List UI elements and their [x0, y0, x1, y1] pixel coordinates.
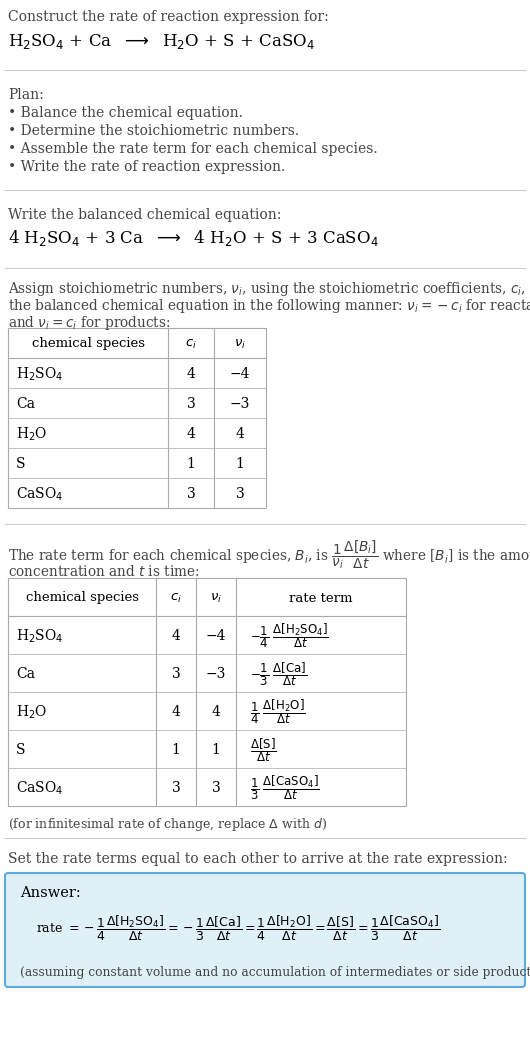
Text: H$_2$SO$_4$: H$_2$SO$_4$: [16, 366, 64, 382]
Text: 3: 3: [172, 782, 180, 795]
Text: rate term: rate term: [289, 592, 353, 604]
Text: • Write the rate of reaction expression.: • Write the rate of reaction expression.: [8, 160, 285, 174]
Text: chemical species: chemical species: [31, 338, 145, 350]
Text: Plan:: Plan:: [8, 88, 44, 102]
Text: −4: −4: [229, 367, 250, 381]
Text: 1: 1: [187, 457, 196, 471]
Text: 3: 3: [211, 782, 220, 795]
Text: 1: 1: [172, 743, 180, 756]
Text: CaSO$_4$: CaSO$_4$: [16, 486, 64, 502]
Text: Assign stoichiometric numbers, $\nu_i$, using the stoichiometric coefficients, $: Assign stoichiometric numbers, $\nu_i$, …: [8, 280, 530, 298]
Text: • Balance the chemical equation.: • Balance the chemical equation.: [8, 106, 243, 120]
Text: 3: 3: [236, 487, 244, 501]
Text: H$_2$O: H$_2$O: [16, 703, 47, 721]
Text: H$_2$SO$_4$: H$_2$SO$_4$: [16, 627, 64, 645]
Text: 4: 4: [187, 367, 196, 381]
Text: rate $= -\dfrac{1}{4}\dfrac{\Delta[\mathrm{H_2SO_4}]}{\Delta t} = -\dfrac{1}{3}\: rate $= -\dfrac{1}{4}\dfrac{\Delta[\math…: [36, 914, 440, 943]
Text: The rate term for each chemical species, $B_i$, is $\dfrac{1}{\nu_i}\dfrac{\Delt: The rate term for each chemical species,…: [8, 538, 530, 571]
Text: S: S: [16, 457, 25, 471]
Text: 4: 4: [187, 427, 196, 441]
Text: 4: 4: [172, 629, 180, 643]
Text: (assuming constant volume and no accumulation of intermediates or side products): (assuming constant volume and no accumul…: [20, 966, 530, 979]
Text: $\dfrac{\Delta[\mathrm{S}]}{\Delta t}$: $\dfrac{\Delta[\mathrm{S}]}{\Delta t}$: [250, 736, 277, 764]
Text: • Determine the stoichiometric numbers.: • Determine the stoichiometric numbers.: [8, 124, 299, 138]
Text: 1: 1: [235, 457, 244, 471]
Text: $\dfrac{1}{3}\ \dfrac{\Delta[\mathrm{CaSO_4}]}{\Delta t}$: $\dfrac{1}{3}\ \dfrac{\Delta[\mathrm{CaS…: [250, 773, 320, 802]
Text: 4 H$_2$SO$_4$ + 3 Ca  $\longrightarrow$  4 H$_2$O + S + 3 CaSO$_4$: 4 H$_2$SO$_4$ + 3 Ca $\longrightarrow$ 4…: [8, 228, 379, 248]
Text: $c_i$: $c_i$: [185, 338, 197, 350]
Text: 1: 1: [211, 743, 220, 756]
Text: $-\dfrac{1}{3}\ \dfrac{\Delta[\mathrm{Ca}]}{\Delta t}$: $-\dfrac{1}{3}\ \dfrac{\Delta[\mathrm{Ca…: [250, 661, 307, 688]
Text: CaSO$_4$: CaSO$_4$: [16, 779, 64, 797]
Text: chemical species: chemical species: [25, 592, 138, 604]
Text: 4: 4: [172, 705, 180, 719]
Text: $-\dfrac{1}{4}\ \dfrac{\Delta[\mathrm{H_2SO_4}]}{\Delta t}$: $-\dfrac{1}{4}\ \dfrac{\Delta[\mathrm{H_…: [250, 622, 329, 650]
Text: −4: −4: [206, 629, 226, 643]
Text: (for infinitesimal rate of change, replace $\Delta$ with $d$): (for infinitesimal rate of change, repla…: [8, 816, 327, 833]
Text: S: S: [16, 743, 25, 756]
Text: Write the balanced chemical equation:: Write the balanced chemical equation:: [8, 208, 281, 222]
Text: H$_2$O: H$_2$O: [16, 425, 47, 443]
Text: • Assemble the rate term for each chemical species.: • Assemble the rate term for each chemic…: [8, 142, 377, 156]
Text: $\nu_i$: $\nu_i$: [234, 338, 246, 350]
Text: $\nu_i$: $\nu_i$: [210, 592, 222, 604]
Text: 4: 4: [211, 705, 220, 719]
Text: $\dfrac{1}{4}\ \dfrac{\Delta[\mathrm{H_2O}]}{\Delta t}$: $\dfrac{1}{4}\ \dfrac{\Delta[\mathrm{H_2…: [250, 697, 306, 726]
Text: H$_2$SO$_4$ + Ca  $\longrightarrow$  H$_2$O + S + CaSO$_4$: H$_2$SO$_4$ + Ca $\longrightarrow$ H$_2$…: [8, 32, 315, 51]
Text: and $\nu_i = c_i$ for products:: and $\nu_i = c_i$ for products:: [8, 314, 171, 332]
FancyBboxPatch shape: [5, 873, 525, 987]
Text: Construct the rate of reaction expression for:: Construct the rate of reaction expressio…: [8, 10, 329, 24]
Bar: [8, 578, 406, 807]
Text: Ca: Ca: [16, 667, 35, 681]
Text: the balanced chemical equation in the following manner: $\nu_i = -c_i$ for react: the balanced chemical equation in the fo…: [8, 297, 530, 315]
Text: $c_i$: $c_i$: [170, 592, 182, 604]
Bar: [8, 328, 266, 508]
Text: −3: −3: [230, 397, 250, 411]
Text: 4: 4: [235, 427, 244, 441]
Text: Answer:: Answer:: [20, 886, 81, 900]
Text: 3: 3: [187, 397, 196, 411]
Text: Ca: Ca: [16, 397, 35, 411]
Text: concentration and $t$ is time:: concentration and $t$ is time:: [8, 564, 200, 579]
Text: −3: −3: [206, 667, 226, 681]
Text: 3: 3: [172, 667, 180, 681]
Text: Set the rate terms equal to each other to arrive at the rate expression:: Set the rate terms equal to each other t…: [8, 852, 508, 866]
Text: 3: 3: [187, 487, 196, 501]
